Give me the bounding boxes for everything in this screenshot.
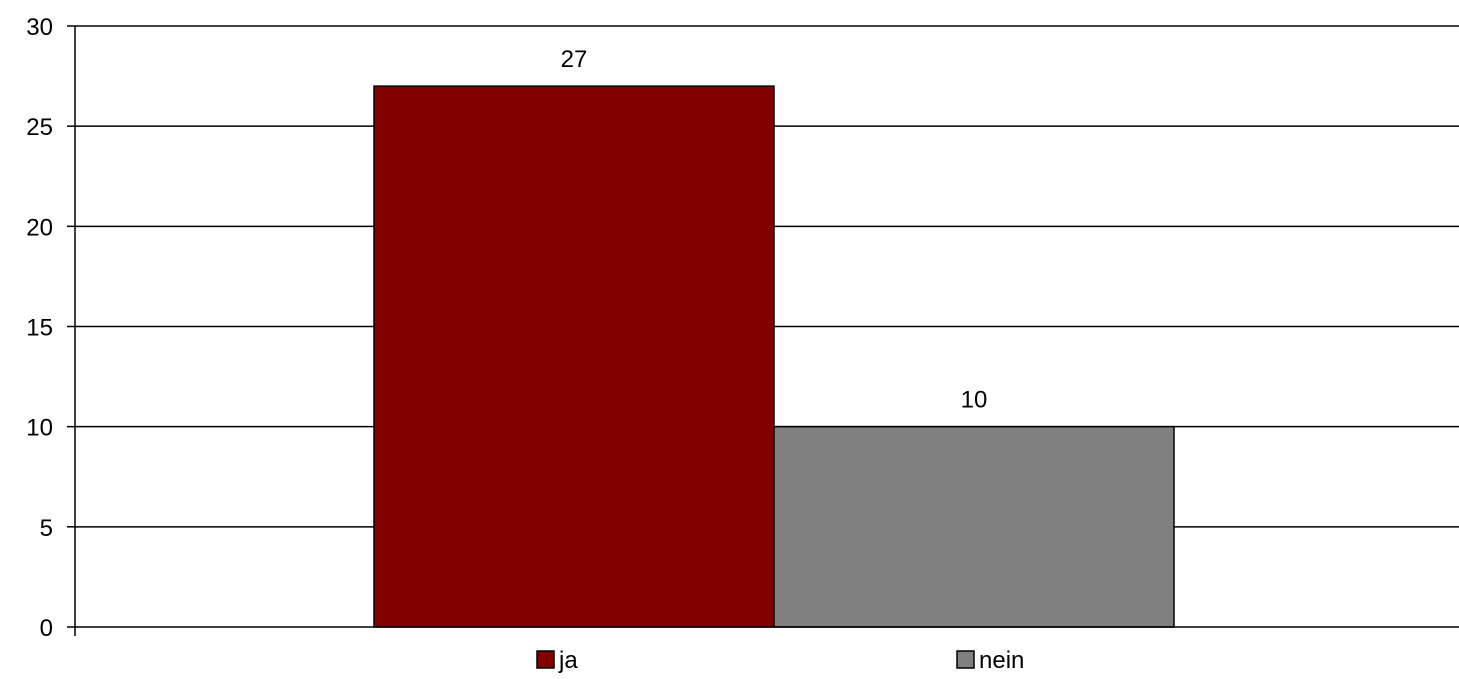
data-label-ja: 27 [561, 46, 588, 73]
y-tick-label: 20 [26, 214, 53, 241]
y-tick-label: 5 [40, 515, 53, 542]
y-tick-label: 15 [26, 315, 53, 342]
legend-swatch-nein [957, 651, 974, 668]
legend: ja nein [537, 647, 1024, 674]
y-tick-label: 10 [26, 415, 53, 442]
bar-ja [374, 86, 774, 627]
y-tick-label: 0 [40, 615, 53, 642]
legend-swatch-ja [537, 651, 554, 668]
bar-nein [774, 427, 1174, 627]
y-tick-label: 30 [26, 14, 53, 41]
y-tick-label: 25 [26, 114, 53, 141]
bars [374, 86, 1174, 627]
data-label-nein: 10 [961, 387, 988, 414]
legend-label-nein: nein [979, 647, 1024, 674]
legend-label-ja: ja [558, 647, 578, 674]
